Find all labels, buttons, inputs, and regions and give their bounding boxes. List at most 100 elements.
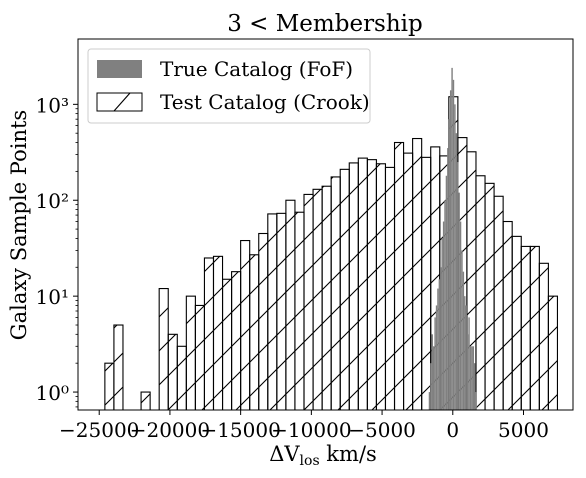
test-catalog-bar xyxy=(475,175,486,410)
test-catalog-bars xyxy=(104,96,558,410)
true-catalog-bar xyxy=(465,305,467,410)
true-catalog-bar xyxy=(434,317,436,410)
true-catalog-bar xyxy=(457,162,459,410)
test-catalog-bar xyxy=(375,163,387,410)
y-tick-label: 10⁰ xyxy=(36,381,69,405)
test-catalog-bar xyxy=(212,255,224,410)
test-catalog-bar xyxy=(140,391,151,410)
test-catalog-bar xyxy=(231,271,242,410)
true-catalog-bar xyxy=(468,317,470,410)
true-catalog-bar xyxy=(445,175,448,410)
true-catalog-bar xyxy=(435,305,438,410)
test-catalog-bar xyxy=(348,162,359,410)
true-catalog-bar xyxy=(459,221,462,410)
true-catalog-bar xyxy=(461,250,463,410)
test-catalog-bar xyxy=(267,213,278,410)
test-catalog-bar xyxy=(330,176,341,410)
test-catalog-bar xyxy=(303,193,314,410)
test-catalog-bar xyxy=(403,152,414,410)
true-catalog-bar xyxy=(448,119,450,410)
true-catalog-bar xyxy=(472,346,474,410)
x-axis-label: ΔVlos km/s xyxy=(269,442,377,469)
true-catalog-bar xyxy=(442,221,445,410)
true-catalog-bar xyxy=(475,392,477,410)
x-tick-label: −20000 xyxy=(130,418,210,442)
legend: True Catalog (FoF) Test Catalog (Crook) xyxy=(87,48,371,124)
true-catalog-bar xyxy=(474,363,476,410)
test-catalog-bar xyxy=(384,166,396,410)
x-axis-ticks: −25000−20000−15000−10000−5000 0 5000 xyxy=(59,410,549,442)
test-catalog-bar xyxy=(412,137,423,410)
x-tick-label: 0 xyxy=(446,418,459,442)
x-tick-label: −10000 xyxy=(271,418,351,442)
true-catalog-bar xyxy=(440,267,442,410)
test-catalog-bar xyxy=(421,156,432,410)
test-catalog-bar xyxy=(167,333,178,410)
true-catalog-bar xyxy=(444,200,446,410)
legend-swatch-test-catalog xyxy=(96,92,143,112)
test-catalog-bar xyxy=(529,245,540,410)
true-catalog-bar xyxy=(458,192,460,410)
test-catalog-bar xyxy=(240,239,251,410)
test-catalog-bar xyxy=(294,211,305,410)
y-tick-label: 10³ xyxy=(36,93,69,117)
test-catalog-bar xyxy=(366,159,377,410)
true-catalog-bar xyxy=(452,79,455,410)
test-catalog-bar xyxy=(104,362,115,410)
true-catalog-bar xyxy=(432,346,435,410)
true-catalog-bar xyxy=(464,296,466,410)
test-catalog-bar xyxy=(520,245,531,410)
test-catalog-bar xyxy=(547,295,558,410)
true-catalog-bar xyxy=(428,392,431,410)
test-catalog-bar xyxy=(285,199,296,410)
true-catalog-bar xyxy=(430,363,432,410)
test-catalog-bar xyxy=(158,288,169,410)
chart-title: 3 < Membership xyxy=(227,11,423,37)
true-catalog-bar xyxy=(466,334,469,410)
test-catalog-bar xyxy=(258,232,269,410)
true-catalog-bar xyxy=(454,104,456,410)
test-catalog-bar xyxy=(511,235,522,410)
y-axis-label: Galaxy Sample Points xyxy=(7,110,31,340)
test-catalog-bar xyxy=(357,157,368,410)
test-catalog-bar xyxy=(339,168,350,410)
true-catalog-bar xyxy=(431,334,433,410)
legend-label-test-catalog: Test Catalog (Crook) xyxy=(160,90,370,114)
x-tick-label: −5000 xyxy=(348,418,416,442)
y-tick-label: 10² xyxy=(36,189,69,213)
true-catalog-bar xyxy=(455,133,458,410)
legend-swatch-hatch-line xyxy=(113,92,131,112)
true-catalog-bars xyxy=(428,67,477,410)
test-catalog-bar xyxy=(203,257,215,410)
test-catalog-bar xyxy=(176,345,187,410)
test-catalog-bar xyxy=(185,295,196,410)
plot-frame xyxy=(77,38,574,411)
legend-swatch-true-catalog xyxy=(97,60,142,78)
true-catalog-bar xyxy=(462,271,465,410)
true-catalog-bar xyxy=(441,238,443,410)
x-tick-label: −25000 xyxy=(59,418,139,442)
test-catalog-bar xyxy=(312,188,323,410)
legend-label-true-catalog: True Catalog (FoF) xyxy=(160,57,353,81)
true-catalog-bar xyxy=(447,148,449,410)
true-catalog-bar xyxy=(437,288,439,410)
test-catalog-bar xyxy=(276,212,287,410)
test-catalog-bar xyxy=(538,262,549,410)
test-catalog-bar xyxy=(493,195,504,410)
test-catalog-bar xyxy=(502,220,513,410)
y-axis-ticks: 10⁰ 10¹ 10² 10³ xyxy=(36,93,78,408)
test-catalog-bar xyxy=(321,185,332,410)
test-catalog-bar xyxy=(221,278,233,410)
true-catalog-bar xyxy=(438,279,441,410)
test-catalog-bar xyxy=(249,254,260,410)
test-catalog-bar xyxy=(113,324,124,410)
x-tick-label: 5000 xyxy=(498,418,549,442)
true-catalog-bar xyxy=(471,346,473,410)
test-catalog-bar xyxy=(194,304,205,410)
legend-box xyxy=(87,48,371,124)
y-tick-label: 10¹ xyxy=(36,285,69,309)
true-catalog-bar xyxy=(449,90,452,410)
true-catalog-bar xyxy=(469,346,472,410)
true-catalog-bar xyxy=(451,67,453,410)
